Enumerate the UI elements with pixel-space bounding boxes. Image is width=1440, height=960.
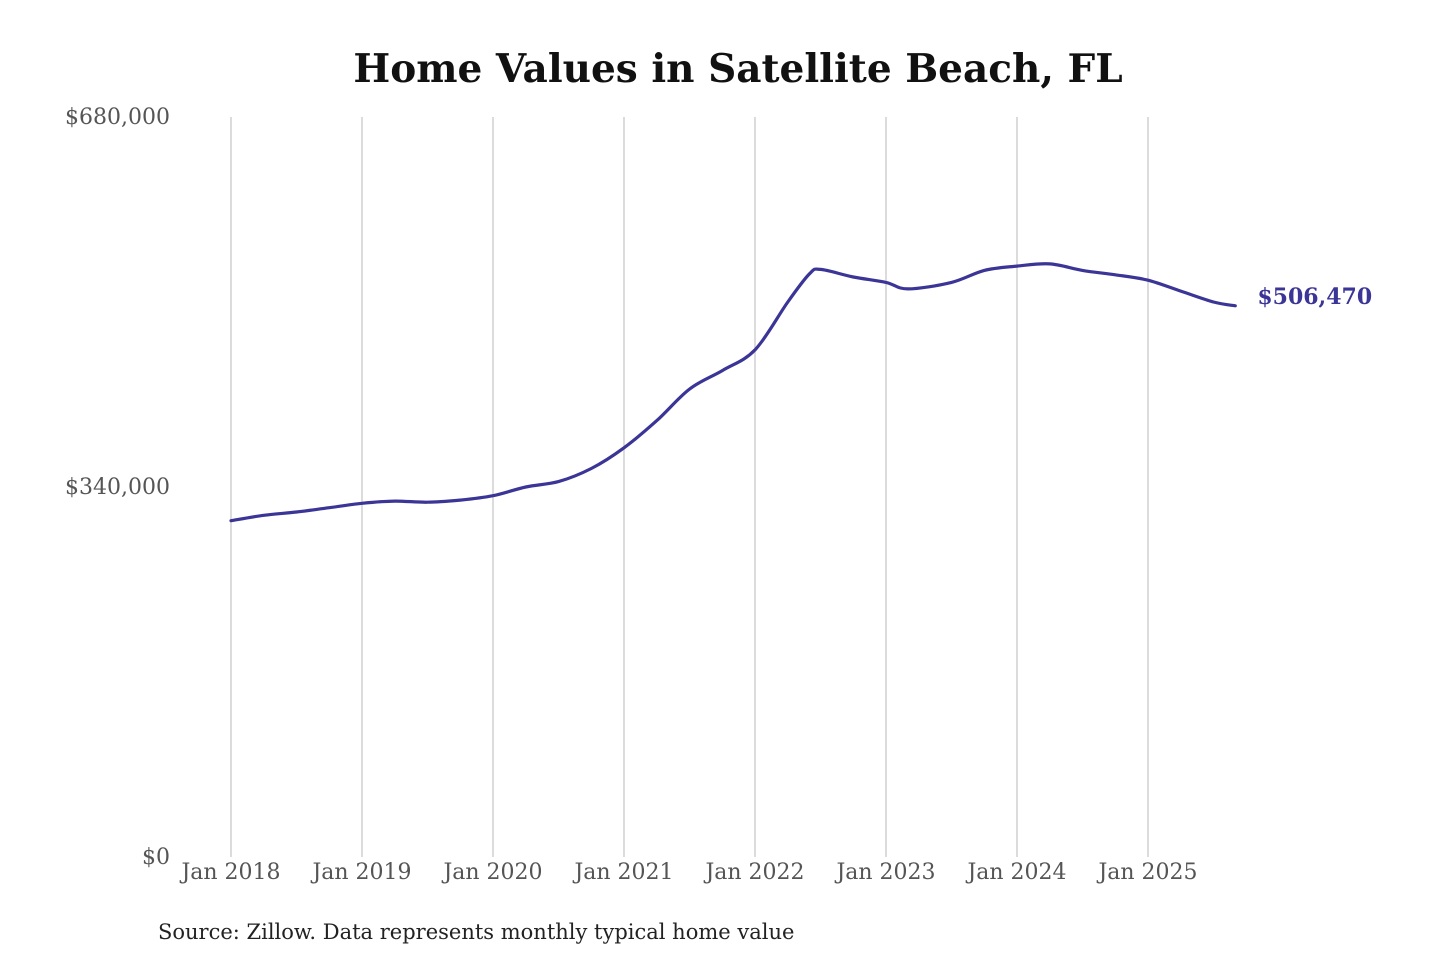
x-tick-label: Jan 2024: [965, 860, 1066, 885]
grid-lines: [230, 117, 1149, 857]
y-axis-ticks: $0 $340,000 $680,000: [65, 105, 170, 870]
x-tick-label: Jan 2023: [834, 860, 935, 885]
x-tick-label: Jan 2022: [703, 860, 804, 885]
series-line: [229, 262, 1237, 523]
series-layer: $506,470: [229, 262, 1372, 523]
y-tick-label: $680,000: [65, 105, 170, 130]
source-note: Source: Zillow. Data represents monthly …: [158, 920, 794, 944]
x-tick-label: Jan 2020: [441, 860, 542, 885]
x-axis-ticks: Jan 2018 Jan 2019 Jan 2020 Jan 2021 Jan 2022…: [179, 860, 1197, 885]
y-tick-label: $340,000: [65, 475, 170, 500]
y-tick-label: $0: [142, 845, 170, 870]
chart-title: Home Values in Satellite Beach, FL: [353, 46, 1122, 92]
x-tick-label: Jan 2025: [1096, 860, 1197, 885]
x-tick-label: Jan 2019: [310, 860, 411, 885]
x-tick-label: Jan 2018: [179, 860, 280, 885]
x-tick-label: Jan 2021: [572, 860, 673, 885]
end-value-label: $506,470: [1257, 284, 1372, 310]
